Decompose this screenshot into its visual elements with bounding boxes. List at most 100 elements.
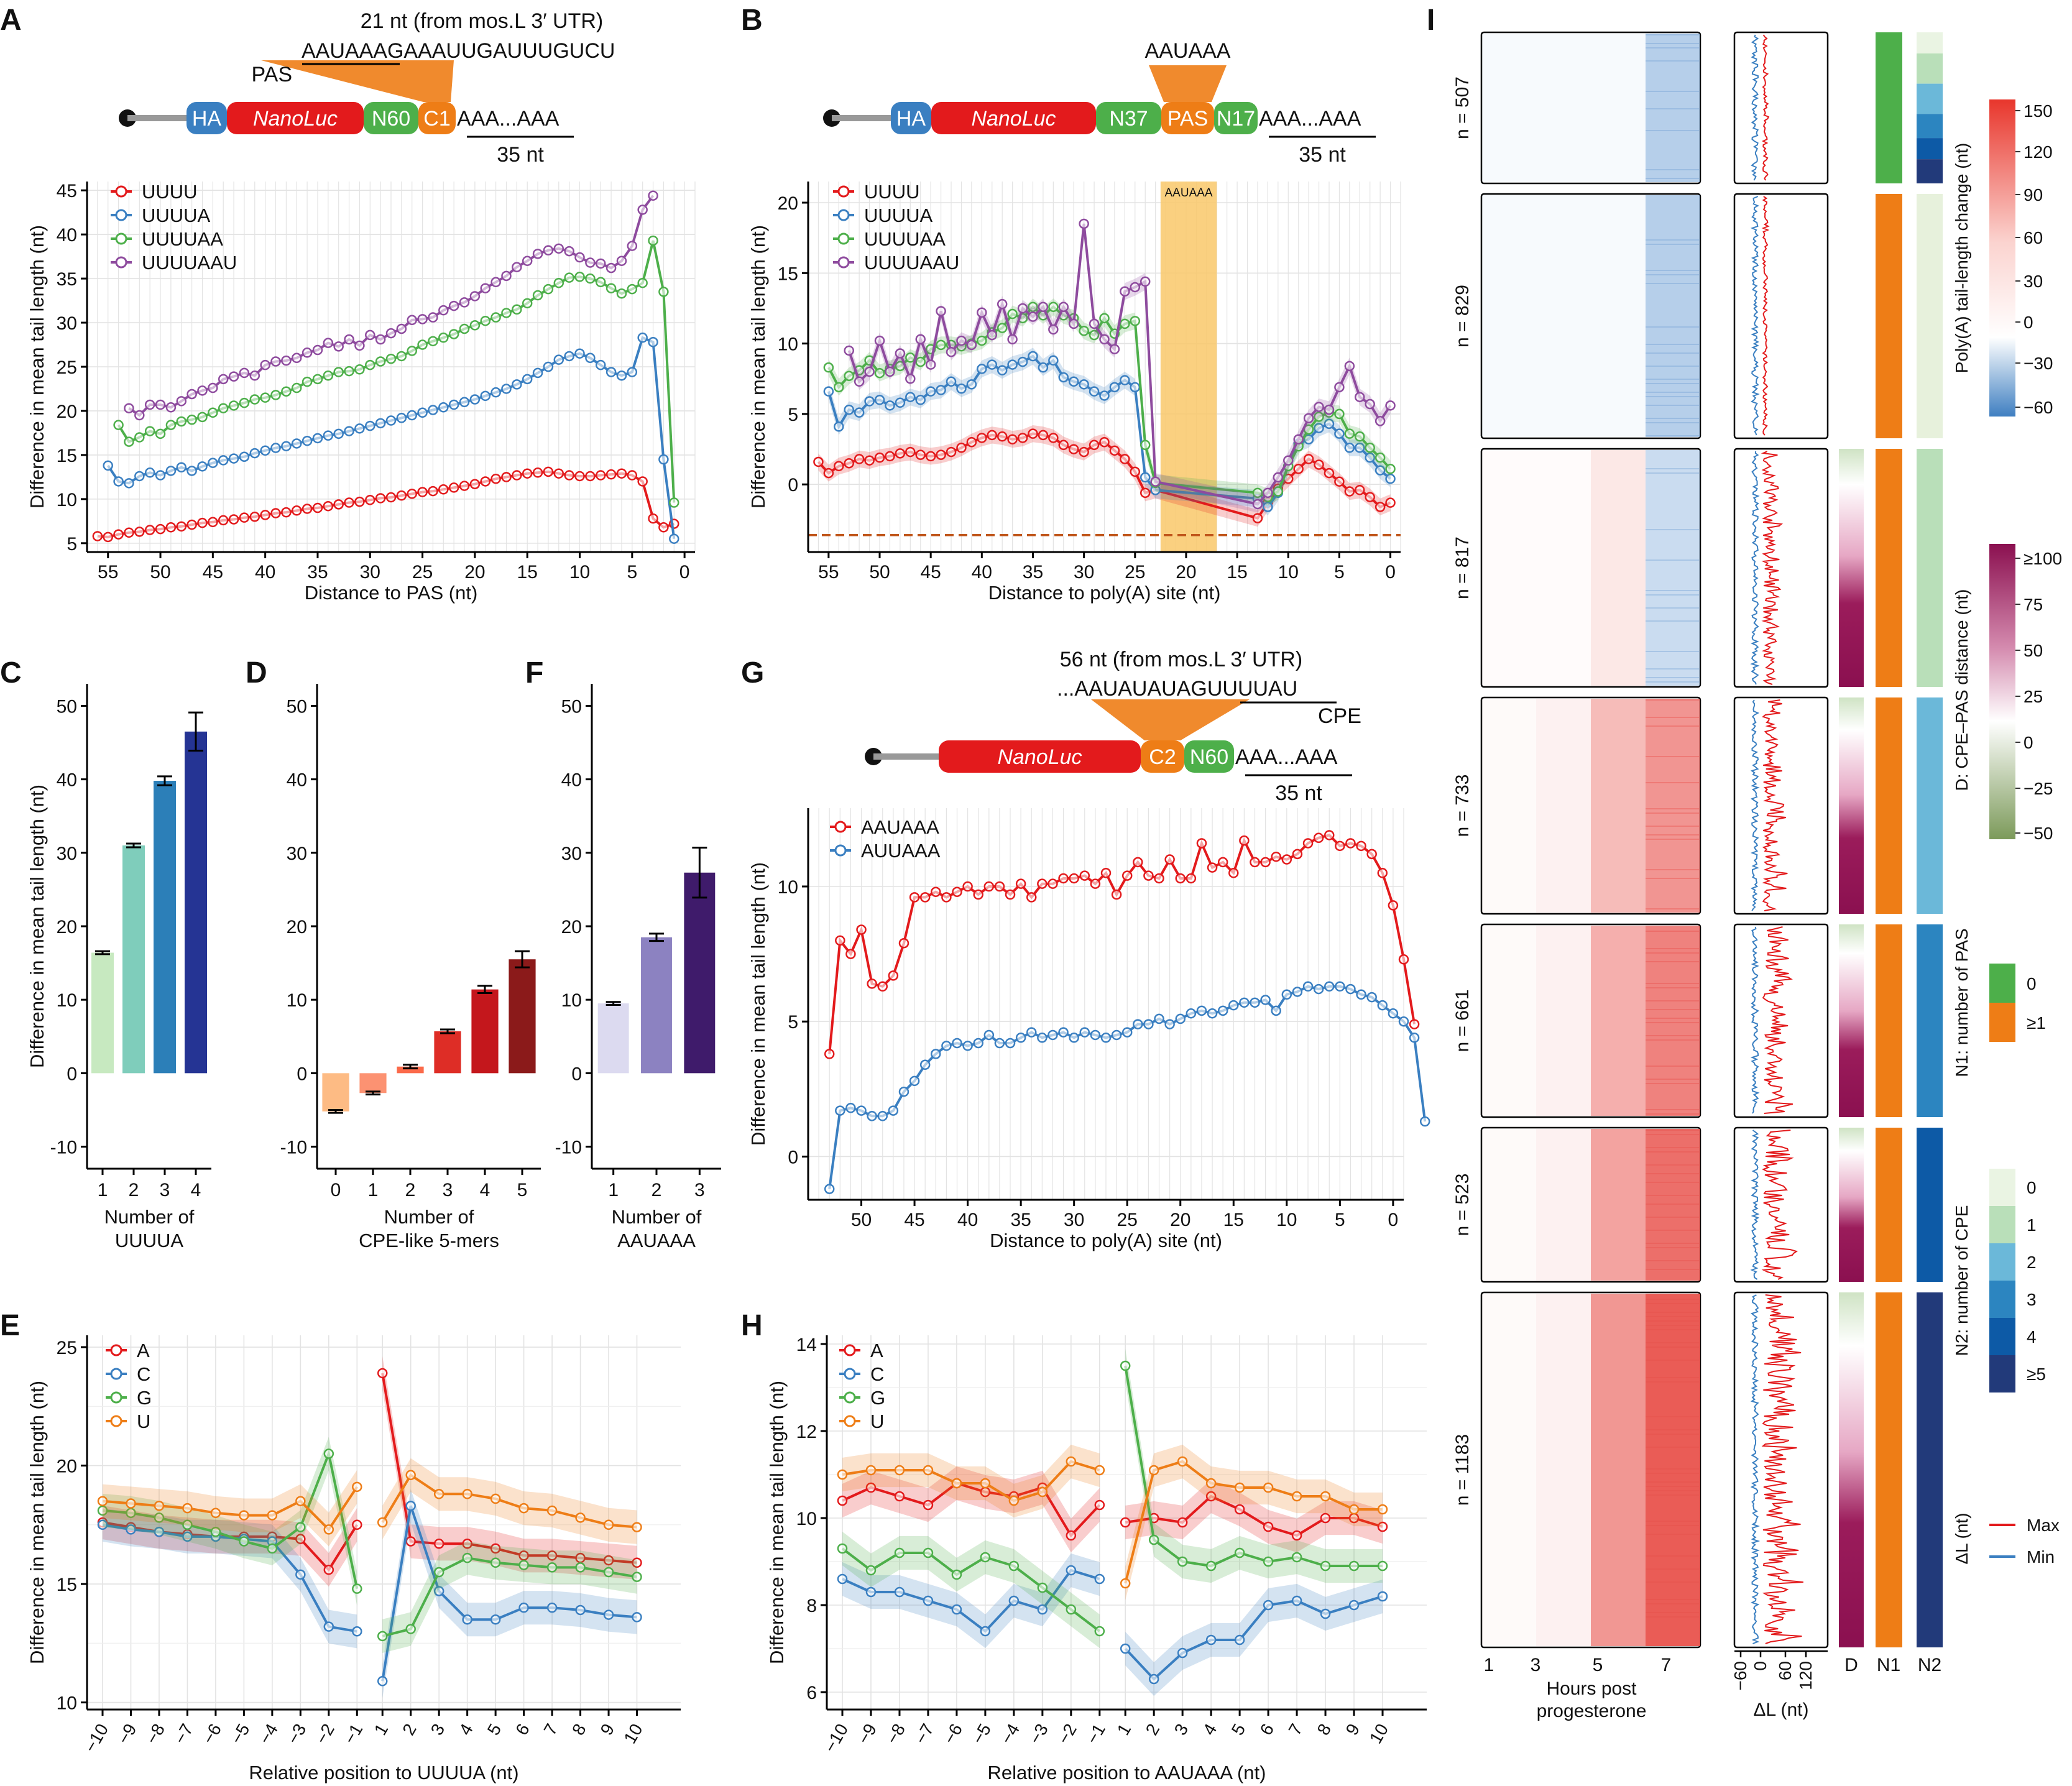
y-tick-label: 10 <box>778 334 798 355</box>
data-point <box>1017 433 1028 443</box>
series-ribbon <box>103 1437 357 1606</box>
data-point <box>182 1519 193 1531</box>
data-point <box>997 323 1008 333</box>
construct-box-label: NanoLuc <box>253 107 338 131</box>
data-point <box>512 262 522 272</box>
data-point <box>407 315 417 326</box>
data-point <box>344 426 354 436</box>
data-point <box>1048 433 1059 443</box>
series-line-U <box>102 1486 358 1532</box>
data-point <box>1385 473 1396 484</box>
delta-l-max-line <box>1761 451 1784 685</box>
data-point <box>377 1676 388 1687</box>
y-tick-label: 30 <box>561 844 582 864</box>
data-point <box>574 252 585 263</box>
data-point <box>249 394 260 405</box>
x-tick-label: 15 <box>517 562 538 582</box>
x-tick-label: 3 <box>160 1180 170 1200</box>
data-point <box>1324 404 1335 415</box>
data-point <box>385 492 397 503</box>
y-tick-label: 12 <box>796 1422 817 1442</box>
data-point <box>962 1041 973 1051</box>
data-point <box>874 367 885 379</box>
x-tick-label: −8 <box>882 1721 909 1747</box>
data-point <box>983 881 995 892</box>
data-point <box>522 298 533 309</box>
data-point <box>1177 1647 1188 1659</box>
data-point <box>270 390 281 400</box>
data-point <box>1007 434 1018 444</box>
y-tick-label: 30 <box>57 844 77 864</box>
panel-letter-A: A <box>0 4 22 37</box>
n2-column <box>1917 194 1943 438</box>
data-point <box>1066 1456 1077 1467</box>
data-point <box>407 346 417 356</box>
data-point <box>1140 472 1151 483</box>
data-point <box>1111 1029 1122 1041</box>
legend-label-UUUUAAU: UUUUAAU <box>142 252 237 274</box>
legend-key-dot <box>844 1368 856 1380</box>
data-point <box>182 1503 193 1514</box>
legend-label-U: U <box>870 1411 884 1432</box>
data-point <box>1228 1000 1239 1011</box>
heatmap-cells <box>1481 450 1536 686</box>
d-column <box>1839 1128 1864 1282</box>
data-point <box>1374 452 1386 463</box>
bar-1 <box>597 1003 629 1074</box>
data-point <box>1133 857 1143 868</box>
column-label: N2 <box>1918 1655 1941 1675</box>
x-axis-title: Distance to poly(A) site (nt) <box>988 582 1221 604</box>
data-point <box>210 1508 221 1519</box>
heatmap-cells <box>1536 1129 1591 1281</box>
legend-tick-label: 150 <box>2024 101 2053 121</box>
data-point <box>1302 981 1314 992</box>
x-tick-label: 1 <box>368 1180 379 1200</box>
data-point <box>603 1519 614 1531</box>
data-point <box>176 462 187 473</box>
d-column <box>1839 697 1864 914</box>
data-point <box>1079 446 1089 458</box>
data-point <box>1069 1033 1079 1043</box>
data-point <box>895 448 906 459</box>
data-point <box>312 374 323 385</box>
y-tick-label: 10 <box>287 990 307 1011</box>
data-point <box>585 273 596 284</box>
data-point <box>923 1465 934 1476</box>
legend-tick-label: 60 <box>2024 228 2043 247</box>
data-point <box>218 403 229 413</box>
data-point <box>898 1086 909 1097</box>
delta-l-min-line <box>1750 1294 1761 1644</box>
x-tick-label: −4 <box>997 1721 1023 1747</box>
y-tick-label: -10 <box>555 1138 582 1158</box>
data-point <box>854 407 865 418</box>
data-point <box>1263 1482 1274 1493</box>
hours-tick-label: 3 <box>1531 1655 1541 1675</box>
delta-l-max-line <box>1761 196 1770 436</box>
legend-key-dot <box>834 844 847 857</box>
data-point <box>837 1573 848 1585</box>
data-point <box>197 461 208 472</box>
data-point <box>1079 870 1090 881</box>
heatmap-cells <box>1481 195 1536 437</box>
data-point <box>126 1498 136 1509</box>
data-point <box>553 277 564 288</box>
legend-label-UUUU: UUUU <box>864 181 920 203</box>
data-point <box>228 514 239 525</box>
data-point <box>823 362 834 373</box>
legend-label-UUUUAA: UUUUAA <box>864 228 946 250</box>
data-point <box>1079 379 1089 390</box>
data-point <box>197 385 208 396</box>
data-point <box>1313 832 1324 844</box>
x-tick-label: 5 <box>1334 562 1345 582</box>
legend-label-UUUUAAU: UUUUAAU <box>864 252 959 274</box>
data-point <box>595 470 606 481</box>
data-point <box>1374 415 1386 426</box>
bar-1 <box>359 1073 387 1093</box>
series-line-A <box>842 1481 1101 1538</box>
construct-box-PAS <box>1161 102 1214 134</box>
data-point <box>894 1586 905 1598</box>
data-point <box>1377 1560 1388 1572</box>
data-point <box>1120 1578 1131 1589</box>
series-line-G <box>1124 1365 1383 1568</box>
